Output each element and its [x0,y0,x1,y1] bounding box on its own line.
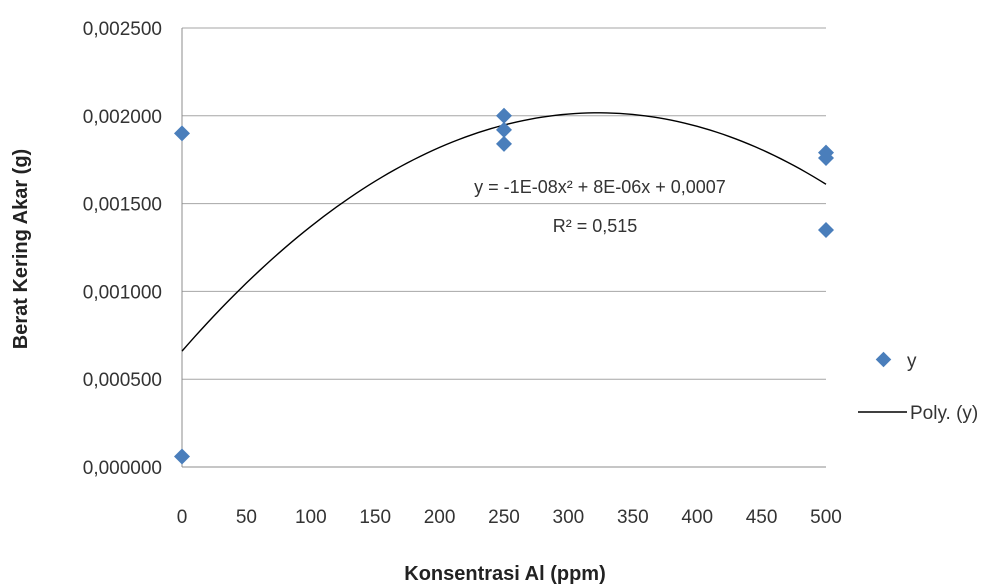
x-tick-label: 50 [236,507,257,528]
legend-label-poly: Poly. (y) [910,403,978,424]
y-tick-label: 0,000500 [83,370,162,391]
y-tick-label: 0,001000 [83,282,162,303]
x-tick-label: 300 [553,507,585,528]
legend: y Poly. (y) [858,351,978,424]
x-tick-labels: 0 50 100 150 200 250 300 350 400 450 500 [177,507,842,528]
y-axis-title: Berat Kering Akar (g) [10,149,32,349]
data-point [496,107,512,124]
y-tick-label: 0,001500 [83,195,162,216]
x-tick-label: 150 [359,507,391,528]
gridlines [182,27,826,380]
y-tick-label: 0,002000 [83,107,162,128]
data-point [818,221,834,238]
legend-marker-y [875,351,892,368]
x-tick-label: 450 [746,507,778,528]
x-axis-title: Konsentrasi Al (ppm) [404,563,606,585]
y-tick-label: 0,002500 [83,19,162,40]
data-point [496,121,512,138]
x-tick-label: 250 [488,507,520,528]
x-tick-label: 400 [681,507,713,528]
data-point [174,125,190,142]
data-point [818,149,834,166]
x-tick-label: 200 [424,507,456,528]
trendline-equation: y = -1E-08x² + 8E-06x + 0,0007 [474,177,726,197]
r-squared-label: R² = 0,515 [553,216,638,236]
data-point [174,448,190,465]
x-tick-label: 350 [617,507,649,528]
x-tick-label: 500 [810,507,842,528]
axes [181,28,826,468]
y-tick-labels: 0,000000 0,000500 0,001000 0,001500 0,002000… [83,19,162,479]
x-tick-label: 0 [177,507,188,528]
data-points [174,107,834,465]
legend-label-y: y [907,351,917,372]
x-tick-label: 100 [295,507,327,528]
data-point [496,135,512,152]
y-tick-label: 0,000000 [83,458,162,479]
